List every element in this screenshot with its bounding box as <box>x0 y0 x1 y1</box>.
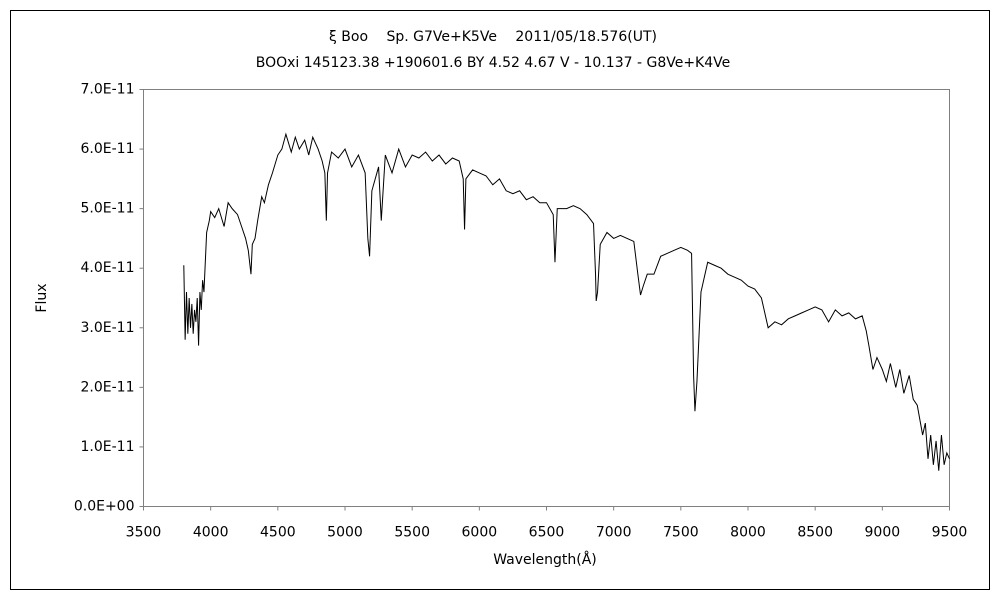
x-tick-label: 5500 <box>394 525 430 541</box>
plot-area <box>143 89 950 507</box>
y-axis-label: Flux <box>34 283 50 312</box>
x-tick-label: 4500 <box>260 525 296 541</box>
x-tick-label: 5000 <box>327 525 363 541</box>
x-tick-label: 9500 <box>932 525 968 541</box>
y-tick-label: 0.0E+00 <box>74 499 135 515</box>
y-tick-label: 3.0E-11 <box>81 320 135 336</box>
y-tick-label: 7.0E-11 <box>81 82 135 98</box>
x-tick-label: 6500 <box>529 525 565 541</box>
x-tick-label: 7500 <box>663 525 699 541</box>
x-tick-label: 6000 <box>462 525 498 541</box>
x-tick-label: 7000 <box>596 525 632 541</box>
y-tick-label: 6.0E-11 <box>81 141 135 157</box>
y-tick-label: 2.0E-11 <box>81 379 135 395</box>
y-tick-label: 5.0E-11 <box>81 201 135 217</box>
x-tick-label: 9000 <box>865 525 901 541</box>
x-tick-label: 3500 <box>126 525 162 541</box>
x-tick-label: 4000 <box>193 525 229 541</box>
chart-subtitle: BOOxi 145123.38 +190601.6 BY 4.52 4.67 V… <box>256 55 731 71</box>
x-tick-label: 8000 <box>730 525 766 541</box>
x-axis-label: Wavelength(Å) <box>493 551 597 568</box>
y-tick-label: 1.0E-11 <box>81 439 135 455</box>
chart-title: ξ Boo Sp. G7Ve+K5Ve 2011/05/18.576(UT) <box>329 29 657 45</box>
y-tick-label: 4.0E-11 <box>81 260 135 276</box>
spectrum-line <box>183 132 950 471</box>
x-tick-label: 8500 <box>797 525 833 541</box>
